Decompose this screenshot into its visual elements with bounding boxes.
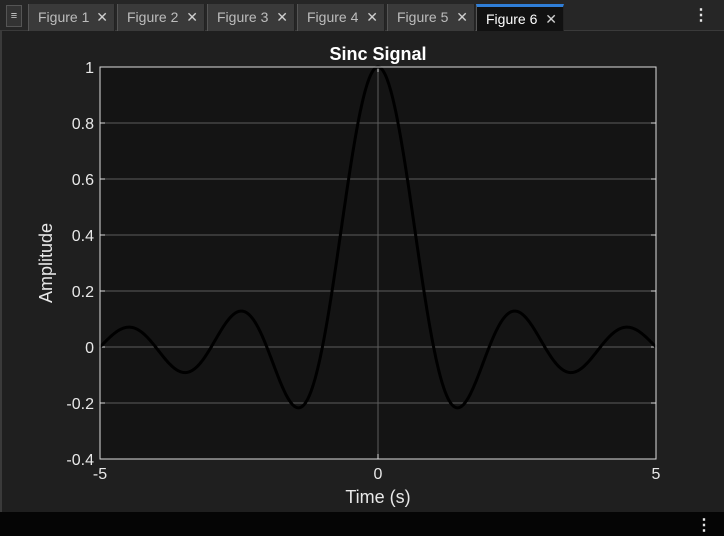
- status-bar-menu-icon[interactable]: ⋮: [696, 517, 712, 534]
- y-tick-label: 0.2: [72, 284, 94, 301]
- tab-figure-3[interactable]: Figure 3 ✕: [207, 4, 295, 31]
- close-icon[interactable]: ✕: [186, 9, 198, 25]
- tab-label: Figure 3: [217, 9, 269, 25]
- y-tick-label: 0.6: [72, 172, 94, 189]
- close-icon[interactable]: ✕: [545, 11, 557, 27]
- close-icon[interactable]: ✕: [366, 9, 378, 25]
- x-tick-label: -5: [93, 466, 107, 483]
- tab-label: Figure 6: [486, 11, 538, 27]
- figure-area: -0.4 -0.2 0 0.2 0.4 0.6 0.8 1 -5 0 5 Sinc Signal T…: [0, 31, 724, 512]
- close-icon[interactable]: ✕: [276, 9, 288, 25]
- y-tick-label: -0.4: [66, 452, 94, 469]
- y-tick-label: 1: [85, 60, 94, 77]
- x-tick-label: 5: [652, 466, 661, 483]
- tab-figure-1[interactable]: Figure 1 ✕: [28, 4, 115, 31]
- sinc-chart: -0.4 -0.2 0 0.2 0.4 0.6 0.8 1 -5 0 5 Sinc Signal T…: [36, 44, 661, 507]
- tab-figure-6[interactable]: Figure 6 ✕: [476, 4, 564, 31]
- more-options-icon[interactable]: ⋮: [693, 7, 709, 24]
- close-icon[interactable]: ✕: [456, 9, 468, 25]
- y-tick-label: 0.8: [72, 116, 94, 133]
- tab-label: Figure 4: [307, 9, 359, 25]
- axes-frame: [99, 66, 657, 460]
- tab-label: Figure 5: [397, 9, 449, 25]
- tab-label: Figure 2: [127, 9, 179, 25]
- tab-label: Figure 1: [38, 9, 90, 25]
- y-tick-label: 0.4: [72, 228, 94, 245]
- y-axis-label: Amplitude: [36, 223, 56, 303]
- status-bar: ⋮: [0, 512, 724, 536]
- close-icon[interactable]: ✕: [96, 9, 108, 25]
- figure-tab-bar: ≡ Figure 1 ✕ Figure 2 ✕ Figure 3 ✕ Figure 4 ✕ Fi…: [0, 0, 724, 31]
- x-axis-label: Time (s): [345, 487, 410, 507]
- chart-title: Sinc Signal: [329, 44, 426, 64]
- x-tick-label: 0: [374, 466, 383, 483]
- tab-figure-4[interactable]: Figure 4 ✕: [297, 4, 385, 31]
- tab-figure-2[interactable]: Figure 2 ✕: [117, 4, 205, 31]
- tab-figure-5[interactable]: Figure 5 ✕: [387, 4, 475, 31]
- y-tick-label: 0: [85, 340, 94, 357]
- document-menu-icon[interactable]: ≡: [6, 5, 22, 27]
- y-tick-label: -0.2: [66, 396, 94, 413]
